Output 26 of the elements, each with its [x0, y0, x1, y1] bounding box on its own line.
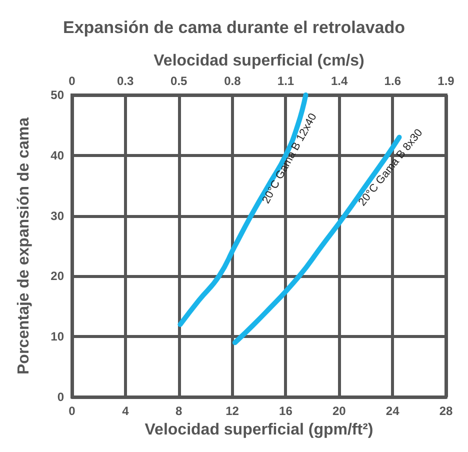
x-tick-label: 20 [332, 404, 346, 418]
x2-tick-label: 1.1 [277, 74, 294, 88]
y-tick-label: 20 [50, 269, 64, 284]
x-tick-label: 0 [68, 404, 76, 418]
chart-title: Expansión de cama durante el retrolavado [62, 18, 406, 37]
y-tick-label: 10 [50, 330, 64, 344]
x-tick-label: 8 [176, 404, 183, 418]
y-tick-label: 40 [50, 148, 64, 162]
y-tick-label: 0 [57, 390, 64, 404]
x2-axis-title: Velocidad superficial (cm/s) [154, 52, 364, 70]
x-tick-label: 16 [279, 404, 293, 418]
x-tick-label: 4 [122, 404, 130, 418]
x2-tick-label: 1.9 [438, 74, 455, 88]
x-tick-label: 12 [226, 404, 240, 418]
x2-tick-label: 0.5 [170, 74, 188, 88]
x2-tick-label: 1.6 [384, 74, 402, 88]
x2-tick-label: 1.4 [330, 74, 348, 88]
y-tick-label: 50 [50, 88, 64, 102]
y-axis-title: Porcentaje de expansión de cama [16, 117, 32, 374]
x-tick-label: 24 [386, 404, 400, 418]
x-tick-label: 28 [439, 404, 453, 418]
x2-tick-label: 0.3 [117, 74, 134, 88]
x2-tick-label: 0 [68, 74, 76, 88]
x-axis-title: Velocidad superficial (gpm/ft²) [144, 421, 374, 438]
x2-tick-label: 0.8 [224, 74, 242, 88]
y-tick-label: 30 [50, 208, 64, 223]
